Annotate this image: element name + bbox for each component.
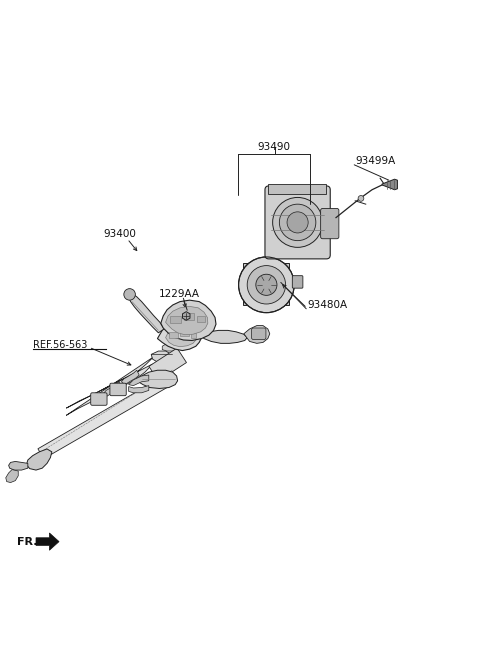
Polygon shape (137, 370, 178, 388)
Polygon shape (9, 461, 28, 470)
Polygon shape (36, 533, 59, 550)
Polygon shape (121, 370, 139, 384)
Polygon shape (161, 300, 216, 340)
Circle shape (279, 204, 316, 241)
Text: 1229AA: 1229AA (158, 289, 199, 299)
Text: 93480A: 93480A (307, 300, 348, 310)
Polygon shape (66, 357, 154, 415)
Text: 93490: 93490 (257, 142, 290, 152)
Polygon shape (157, 319, 202, 350)
Polygon shape (166, 325, 197, 347)
Circle shape (273, 197, 323, 247)
Polygon shape (26, 449, 52, 470)
FancyBboxPatch shape (321, 209, 339, 239)
Text: FR.: FR. (17, 537, 37, 546)
Polygon shape (151, 351, 175, 364)
Polygon shape (104, 382, 121, 396)
Polygon shape (182, 312, 190, 320)
Polygon shape (201, 331, 247, 343)
Circle shape (287, 212, 308, 233)
Circle shape (239, 257, 294, 313)
FancyBboxPatch shape (180, 330, 189, 336)
FancyBboxPatch shape (243, 262, 289, 305)
Polygon shape (244, 325, 270, 343)
Polygon shape (149, 348, 187, 381)
FancyBboxPatch shape (184, 313, 194, 320)
FancyBboxPatch shape (170, 316, 181, 323)
FancyBboxPatch shape (292, 276, 303, 288)
Text: 93400: 93400 (103, 230, 136, 239)
Text: REF.56-563: REF.56-563 (33, 340, 87, 350)
FancyBboxPatch shape (169, 332, 178, 338)
FancyBboxPatch shape (110, 383, 126, 396)
FancyBboxPatch shape (252, 328, 266, 340)
Circle shape (358, 195, 364, 201)
FancyBboxPatch shape (91, 393, 107, 405)
Polygon shape (382, 179, 397, 190)
Polygon shape (129, 293, 164, 333)
Polygon shape (129, 375, 149, 386)
Polygon shape (129, 386, 149, 393)
Text: 93499A: 93499A (355, 156, 396, 166)
Polygon shape (6, 470, 18, 483)
FancyBboxPatch shape (265, 186, 330, 259)
Circle shape (247, 266, 286, 304)
FancyBboxPatch shape (191, 333, 196, 338)
FancyBboxPatch shape (197, 316, 205, 322)
Polygon shape (268, 184, 326, 194)
Polygon shape (38, 373, 175, 459)
Circle shape (256, 274, 277, 295)
Polygon shape (162, 343, 177, 351)
Circle shape (124, 289, 135, 300)
Polygon shape (166, 306, 208, 335)
